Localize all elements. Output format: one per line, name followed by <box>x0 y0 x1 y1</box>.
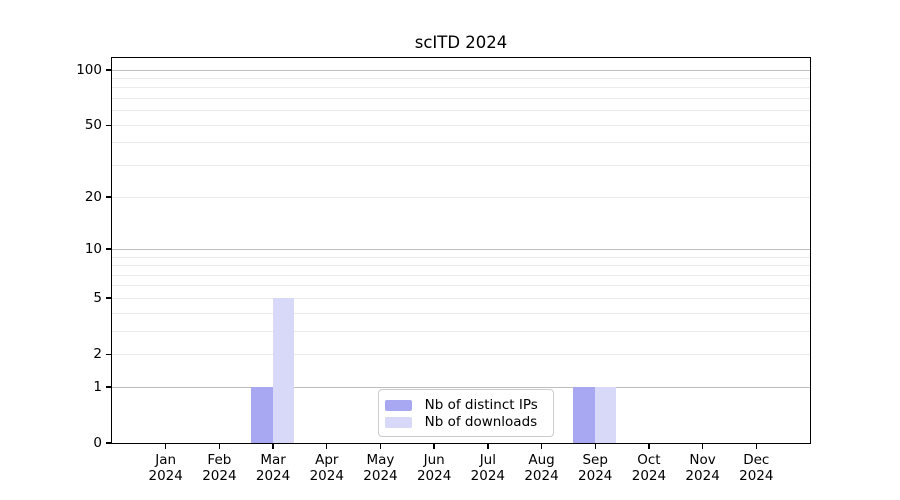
legend: Nb of distinct IPs Nb of downloads <box>377 388 554 437</box>
legend-swatch <box>384 399 412 411</box>
x-tick <box>164 444 167 449</box>
x-tick-label: Nov 2024 <box>685 452 720 484</box>
gridline-minor <box>111 330 810 332</box>
bar-nb-of-distinct-ips-mar-2024 <box>251 386 273 443</box>
y-tick-label: 2 <box>93 346 102 363</box>
x-tick-label: Apr 2024 <box>309 452 344 484</box>
x-tick-label: Mar 2024 <box>255 452 291 484</box>
grid-layer <box>111 58 810 443</box>
y-tick-label: 5 <box>93 290 102 307</box>
legend-swatch <box>384 416 412 428</box>
gridline-minor <box>111 165 810 167</box>
gridline-minor <box>111 98 810 100</box>
x-tick <box>755 444 757 449</box>
y-tick-label: 10 <box>84 241 102 258</box>
x-tick <box>433 444 435 449</box>
gridline-minor <box>111 142 810 144</box>
gridline-minor <box>111 297 810 299</box>
gridline-minor <box>111 196 810 198</box>
bars-layer <box>112 58 810 443</box>
x-tick <box>379 444 382 449</box>
y-tick-label: 100 <box>76 62 102 78</box>
x-tick <box>648 444 650 449</box>
gridline-minor <box>111 87 810 89</box>
gridline-minor <box>111 285 810 287</box>
x-tick-label: Oct 2024 <box>631 452 667 484</box>
x-tick <box>701 444 704 449</box>
x-tick-label: Dec 2024 <box>739 452 774 484</box>
gridline-minor <box>111 353 810 355</box>
x-tick <box>272 444 274 449</box>
gridline-minor <box>111 256 810 258</box>
y-tick-label: 1 <box>93 378 102 395</box>
gridline-minor <box>111 265 810 267</box>
bar-nb-of-distinct-ips-sep-2024 <box>573 386 595 443</box>
x-tick <box>594 444 596 449</box>
x-tick <box>218 444 221 449</box>
bar-nb-of-downloads-sep-2024 <box>594 386 617 443</box>
gridline-major <box>111 248 810 250</box>
gridline-minor <box>111 312 810 314</box>
x-tick-label: May 2024 <box>363 452 398 484</box>
gridline-minor <box>111 110 810 112</box>
y-tick-label: 50 <box>84 117 102 134</box>
legend-item: Nb of downloads <box>384 413 545 431</box>
bar-nb-of-downloads-mar-2024 <box>272 297 295 443</box>
legend-label: Nb of distinct IPs <box>424 396 538 413</box>
x-tick-label: Jun 2024 <box>416 452 452 484</box>
x-tick-label: Jul 2024 <box>470 452 506 484</box>
gridline-major <box>111 69 810 71</box>
chart-title: scITD 2024 <box>414 33 508 52</box>
x-tick <box>540 444 543 449</box>
x-tick-label: Jan 2024 <box>148 452 183 484</box>
legend-label: Nb of downloads <box>424 413 538 430</box>
x-tick <box>326 444 328 449</box>
gridline-major <box>111 386 810 388</box>
x-tick-label: Feb 2024 <box>202 452 237 484</box>
plot-area: Nb of distinct IPs Nb of downloads <box>110 56 811 444</box>
x-tick-label: Sep 2024 <box>578 452 613 484</box>
gridline-minor <box>111 124 810 126</box>
x-tick <box>487 444 489 449</box>
gridline-minor <box>111 274 810 276</box>
legend-item: Nb of distinct IPs <box>384 396 545 414</box>
gridline-minor <box>111 78 810 80</box>
y-tick-label: 20 <box>84 188 102 205</box>
y-tick-label: 0 <box>93 435 102 451</box>
x-tick-label: Aug 2024 <box>524 452 559 484</box>
